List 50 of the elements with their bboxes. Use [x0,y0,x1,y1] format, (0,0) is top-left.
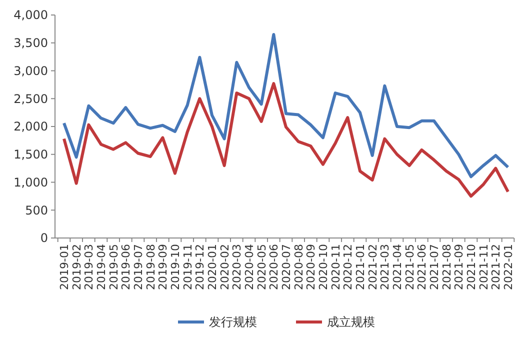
x-tick-label: 2020-10 [317,244,330,290]
x-tick-label: 2020-07 [280,244,293,290]
x-tick-label: 2020-08 [292,244,306,290]
y-tick-label: 1,500 [14,148,48,162]
x-tick-label: 2019-07 [132,244,145,290]
x-tick-label: 2021-11 [477,244,490,290]
x-tick-label: 2021-12 [490,244,503,290]
y-tick-label: 1,000 [14,175,48,190]
y-tick-label: 500 [25,203,48,218]
x-tick-label: 2020-05 [255,244,268,290]
x-tick-label: 2021-06 [416,244,429,290]
x-tick-label: 2019-05 [107,244,120,290]
line-series [62,82,510,198]
x-tick-label: 2020-04 [243,244,256,290]
x-tick-label: 2019-08 [144,244,158,290]
x-tick-label: 2021-10 [465,244,478,290]
x-tick-label: 2020-11 [329,244,342,290]
legend-label: 成立规模 [327,315,375,330]
x-tick-label: 2019-04 [95,244,108,290]
x-tick-label: 2021-04 [391,244,404,290]
legend-label: 发行规模 [209,315,257,330]
x-tick-label: 2020-01 [206,244,219,290]
y-tick-label: 2,000 [14,120,48,134]
y-tick-label: 0 [40,231,48,246]
x-tick-label: 2019-06 [120,244,133,290]
x-tick-label: 2019-12 [194,244,207,290]
y-tick-label: 3,000 [14,64,48,78]
x-tick-label: 2019-10 [169,244,182,290]
x-tick-label: 2019-09 [156,244,170,290]
x-tick-label: 2021-03 [378,244,392,290]
x-tick-label: 2020-03 [230,244,244,290]
y-tick-label: 4,000 [14,8,48,22]
x-tick-label: 2019-11 [181,244,194,290]
x-tick-label: 2021-02 [366,244,380,290]
x-tick-label: 2020-12 [342,244,355,290]
x-tick-label: 2019-01 [58,244,71,290]
x-tick-label: 2021-07 [428,244,441,290]
x-tick-label: 2020-09 [304,244,318,290]
y-tick-label: 3,500 [14,36,48,50]
x-tick-label: 2021-05 [403,244,416,290]
x-tick-label: 2019-03 [82,244,96,290]
line-series [62,33,510,178]
x-tick-label: 2020-02 [218,244,232,290]
y-tick-label: 2,500 [14,92,48,106]
x-tick-label: 2019-02 [70,244,84,290]
x-tick-label: 2021-01 [354,244,367,290]
x-tick-label: 2021-09 [452,244,466,290]
x-tick-label: 2021-08 [440,244,454,290]
x-tick-label: 2022-01 [502,244,515,290]
x-tick-label: 2020-06 [268,244,281,290]
